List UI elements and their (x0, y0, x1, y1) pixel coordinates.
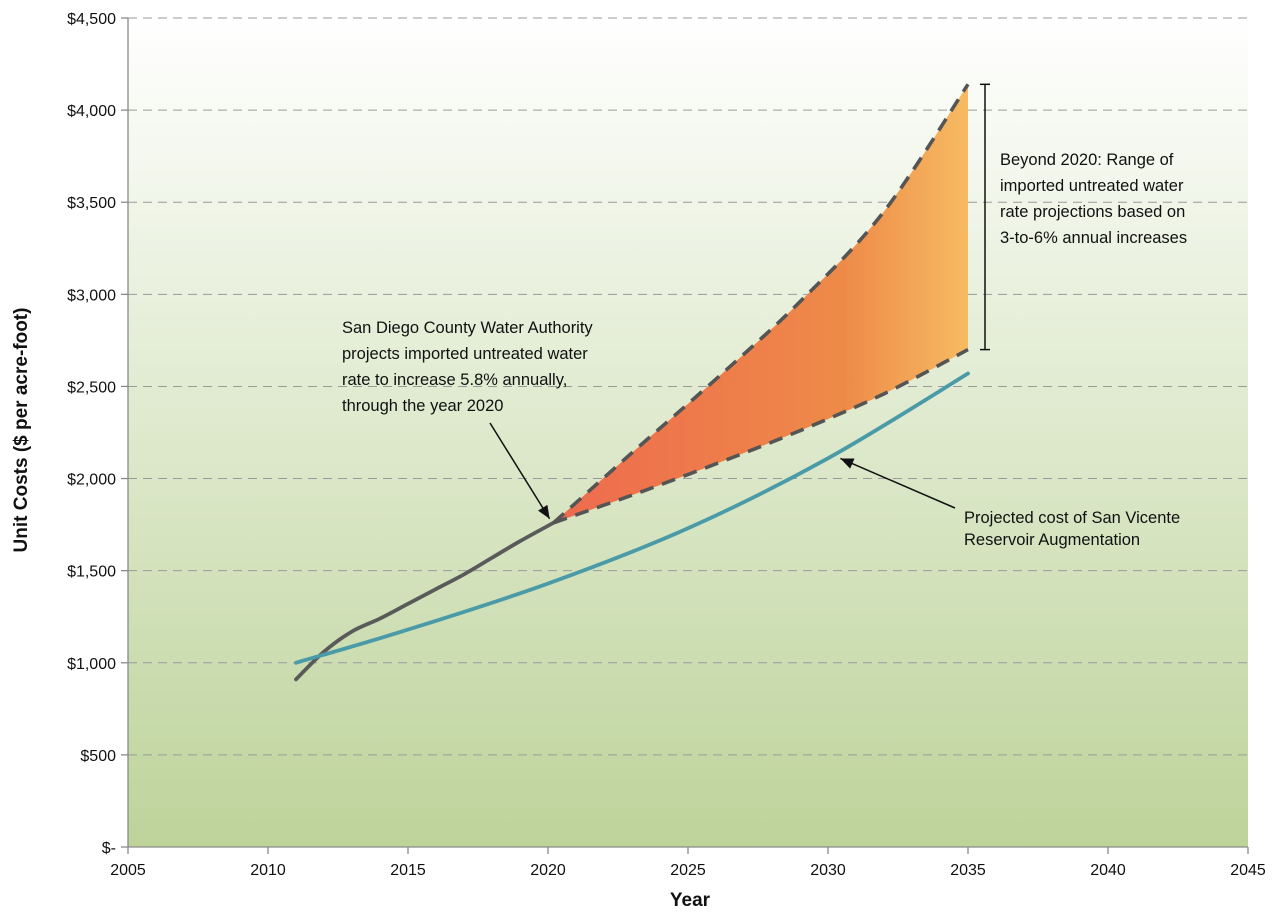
annotation-sdcwa-arrow (489, 422, 551, 520)
annotation-sdcwa-line-3: rate to increase 5.8% annually, (342, 371, 567, 389)
annotation-san-vicente: Projected cost of San Vicente Reservoir … (964, 509, 1180, 549)
annotation-san-vicente-arrow (840, 457, 956, 509)
annotation-range-line-2: imported untreated water (1000, 177, 1184, 195)
sdcwa-rate-line (294, 520, 556, 682)
y-tick-label: $1,000 (67, 656, 116, 673)
y-tick-label: $500 (80, 748, 116, 765)
annotation-sdcwa: San Diego County Water Authority project… (342, 319, 593, 415)
y-tick-label: $- (102, 840, 116, 857)
x-tick-label: 2025 (670, 862, 706, 879)
annotation-range-line-3: rate projections based on (1000, 203, 1185, 221)
annotation-sdcwa-line-1: San Diego County Water Authority (342, 319, 593, 337)
y-tick-label: $1,500 (67, 564, 116, 581)
x-tick-label: 2015 (390, 862, 426, 879)
annotation-san-vicente-line-1: Projected cost of San Vicente (964, 509, 1180, 527)
x-tick-label: 2035 (950, 862, 986, 879)
y-tick-label: $2,500 (67, 379, 116, 396)
x-tick-label: 2045 (1230, 862, 1266, 879)
annotation-san-vicente-line-2: Reservoir Augmentation (964, 531, 1140, 549)
x-tick-label: 2040 (1090, 862, 1126, 879)
san-vicente-cost-line (294, 371, 970, 665)
projection-range-band (553, 84, 968, 523)
annotation-range: Beyond 2020: Range of imported untreated… (1000, 151, 1187, 247)
y-tick-label: $3,500 (67, 195, 116, 212)
annotation-sdcwa-line-2: projects imported untreated water (342, 345, 588, 363)
x-tick-label: 2020 (530, 862, 566, 879)
x-tick-label: 2010 (250, 862, 286, 879)
y-tick-label: $3,000 (67, 287, 116, 304)
x-tick-label: 2005 (110, 862, 146, 879)
projection-lower-line (553, 348, 969, 525)
projection-upper-line (552, 83, 970, 525)
y-tick-label: $2,000 (67, 472, 116, 489)
annotation-range-line-1: Beyond 2020: Range of (1000, 151, 1174, 169)
x-tick-label: 2030 (810, 862, 846, 879)
y-axis-title: Unit Costs ($ per acre-foot) (11, 308, 32, 553)
x-axis-title: Year (670, 890, 711, 911)
y-tick-label: $4,500 (67, 11, 116, 28)
annotation-sdcwa-line-4: through the year 2020 (342, 397, 503, 415)
y-tick-label: $4,000 (67, 103, 116, 120)
annotation-range-line-4: 3-to-6% annual increases (1000, 229, 1187, 247)
annotation-range-bracket (980, 83, 990, 351)
